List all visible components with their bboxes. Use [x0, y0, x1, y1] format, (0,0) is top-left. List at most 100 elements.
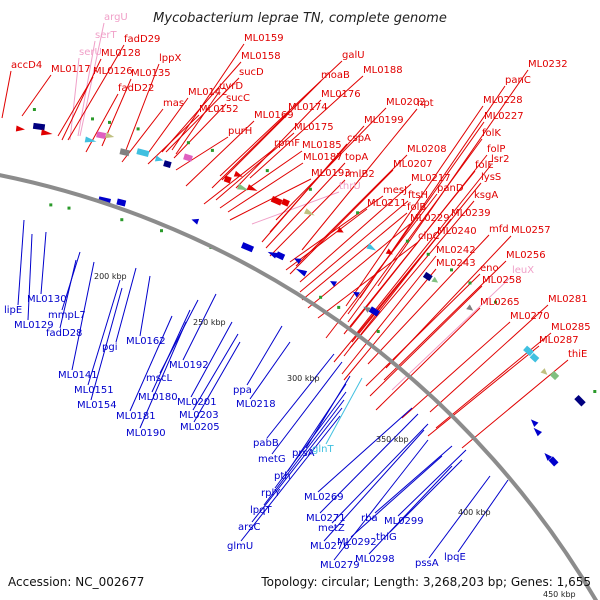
reverse-gene-label[interactable]: lpqE — [444, 552, 466, 563]
reverse-gene-label[interactable]: ML0205 — [180, 422, 220, 433]
reverse-gene-label[interactable]: ML0218 — [236, 399, 276, 410]
forward-gene-label[interactable]: lysS — [481, 172, 501, 183]
forward-gene-label[interactable]: ML0199 — [364, 115, 404, 126]
reverse-gene-label[interactable]: ML0151 — [74, 385, 114, 396]
forward-gene-label[interactable]: ML0202 — [386, 97, 426, 108]
reverse-gene-label[interactable]: ppa — [233, 385, 252, 396]
forward-gene-label[interactable]: ML0217 — [411, 173, 451, 184]
reverse-gene-label[interactable]: ML0154 — [77, 400, 117, 411]
forward-gene-label[interactable]: ML0243 — [436, 258, 476, 269]
forward-gene-label[interactable]: eno — [480, 263, 499, 274]
reverse-gene-label[interactable]: rplY — [261, 488, 281, 499]
reverse-gene-label[interactable]: ML0181 — [116, 411, 156, 422]
reverse-gene-label[interactable]: ML0271 — [306, 513, 346, 524]
reverse-gene-label[interactable]: pth — [274, 471, 291, 482]
forward-gene-label[interactable]: topA — [345, 152, 368, 163]
reverse-gene-label[interactable]: ML0276 — [310, 541, 350, 552]
forward-gene-label[interactable]: ML0232 — [528, 59, 568, 70]
forward-gene-label[interactable]: ML0174 — [288, 102, 328, 113]
forward-gene-label[interactable]: sucC — [226, 93, 250, 104]
reverse-gene-label[interactable]: glnT — [312, 444, 334, 455]
forward-gene-label[interactable]: ML0176 — [321, 89, 361, 100]
reverse-gene-label[interactable]: ML0162 — [126, 336, 166, 347]
forward-gene-label[interactable]: ML0208 — [407, 144, 447, 155]
reverse-gene-label[interactable]: ML0292 — [337, 537, 377, 548]
forward-gene-label[interactable]: lppX — [159, 53, 181, 64]
forward-gene-label[interactable]: moaB — [321, 70, 350, 81]
reverse-gene-label[interactable]: ML0201 — [177, 397, 217, 408]
reverse-gene-label[interactable]: fadD28 — [46, 328, 82, 339]
reverse-gene-label[interactable]: ML0298 — [355, 554, 395, 565]
forward-gene-label[interactable]: mfd — [489, 224, 509, 235]
forward-gene-label[interactable]: ML0270 — [510, 311, 550, 322]
forward-gene-label[interactable]: ML0135 — [131, 68, 171, 79]
forward-gene-label[interactable]: mesJ — [383, 185, 407, 196]
forward-gene-label[interactable]: ML0159 — [244, 33, 284, 44]
reverse-gene-label[interactable]: thiG — [376, 532, 397, 543]
forward-gene-label[interactable]: ML0117 — [51, 64, 91, 75]
forward-gene-label[interactable]: argU — [104, 12, 128, 23]
reverse-gene-label[interactable]: mmpL7 — [48, 310, 86, 321]
forward-gene-label[interactable]: sucD — [239, 67, 264, 78]
forward-gene-label[interactable]: ML0285 — [551, 322, 591, 333]
forward-gene-label[interactable]: ML0258 — [482, 275, 522, 286]
forward-gene-label[interactable]: ML0126 — [93, 66, 133, 77]
forward-gene-label[interactable]: ML0229 — [410, 213, 450, 224]
forward-gene-label[interactable]: mas — [163, 98, 184, 109]
reverse-gene-label[interactable]: ML0192 — [169, 360, 209, 371]
reverse-gene-label[interactable]: metZ — [318, 523, 345, 534]
forward-gene-label[interactable]: lsr2 — [491, 154, 509, 165]
forward-gene-label[interactable]: cspA — [347, 133, 371, 144]
reverse-gene-label[interactable]: metG — [258, 454, 286, 465]
forward-gene-label[interactable]: clpC — [418, 231, 440, 242]
forward-gene-label[interactable]: ML0128 — [101, 48, 141, 59]
reverse-gene-label[interactable]: mscL — [146, 373, 172, 384]
forward-gene-label[interactable]: ML0242 — [436, 245, 476, 256]
forward-gene-label[interactable]: ML0265 — [480, 297, 520, 308]
reverse-gene-label[interactable]: ML0129 — [14, 320, 54, 331]
forward-gene-label[interactable]: folK — [482, 128, 501, 139]
reverse-gene-label[interactable]: pabB — [253, 438, 279, 449]
forward-gene-label[interactable]: ML0152 — [199, 104, 239, 115]
forward-gene-label[interactable]: ML0187 — [303, 152, 343, 163]
forward-gene-label[interactable]: ML0227 — [484, 111, 524, 122]
forward-gene-label[interactable]: ML0169 — [254, 110, 294, 121]
forward-gene-label[interactable]: ML0211 — [367, 198, 407, 209]
reverse-gene-label[interactable]: pgi — [102, 342, 117, 353]
forward-gene-label[interactable]: thiE — [568, 349, 587, 360]
forward-gene-label[interactable]: ftsH — [408, 190, 428, 201]
forward-gene-label[interactable]: accD4 — [11, 60, 42, 71]
forward-gene-label[interactable]: ML0158 — [241, 51, 281, 62]
reverse-gene-label[interactable]: ML0130 — [27, 294, 67, 305]
forward-gene-label[interactable]: fadD22 — [118, 83, 154, 94]
forward-gene-label[interactable]: purH — [228, 126, 252, 137]
forward-gene-label[interactable]: ML0287 — [539, 335, 579, 346]
reverse-gene-label[interactable]: glmU — [227, 541, 253, 552]
forward-gene-label[interactable]: serT — [95, 30, 117, 41]
reverse-gene-label[interactable]: prsA — [292, 448, 315, 459]
forward-gene-label[interactable]: thrU — [339, 181, 361, 192]
forward-gene-label[interactable]: ksgA — [474, 190, 498, 201]
reverse-gene-label[interactable]: ML0269 — [304, 492, 344, 503]
forward-gene-label[interactable]: ML0193 — [311, 168, 351, 179]
forward-gene-label[interactable]: ML0185 — [302, 140, 342, 151]
forward-gene-label[interactable]: ML0228 — [483, 95, 523, 106]
forward-gene-label[interactable]: ML0239 — [451, 208, 491, 219]
reverse-gene-label[interactable]: ML0203 — [179, 410, 219, 421]
forward-gene-label[interactable]: folB — [407, 202, 426, 213]
reverse-gene-label[interactable]: ML0279 — [320, 560, 360, 571]
forward-gene-label[interactable]: fadD29 — [124, 34, 160, 45]
forward-gene-label[interactable]: panC — [505, 75, 531, 86]
reverse-gene-label[interactable]: ML0299 — [384, 516, 424, 527]
forward-gene-label[interactable]: panD — [437, 183, 464, 194]
forward-gene-label[interactable]: ML0257 — [511, 225, 551, 236]
forward-gene-label[interactable]: rpmF — [274, 138, 300, 149]
reverse-gene-label[interactable]: lpqT — [250, 505, 272, 516]
forward-gene-label[interactable]: ML0281 — [548, 294, 588, 305]
forward-gene-label[interactable]: ML0188 — [363, 65, 403, 76]
forward-gene-label[interactable]: uvrD — [219, 81, 243, 92]
forward-gene-label[interactable]: leuX — [512, 265, 534, 276]
reverse-gene-label[interactable]: ML0190 — [126, 428, 166, 439]
forward-gene-label[interactable]: ML0207 — [393, 159, 433, 170]
forward-gene-label[interactable]: folP — [487, 144, 505, 155]
